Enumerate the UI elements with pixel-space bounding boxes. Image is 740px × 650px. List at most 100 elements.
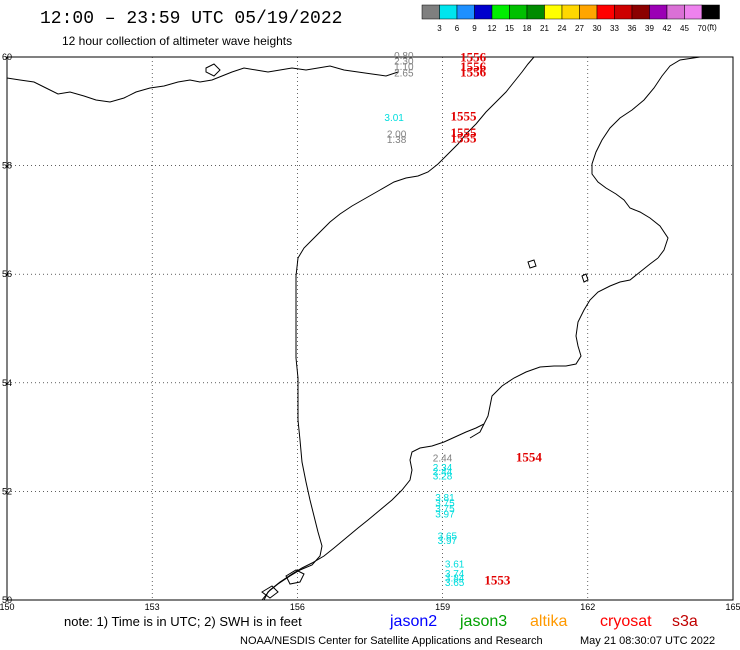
swh-value-label: 2.65 [394, 69, 414, 80]
longitude-tick-label: 159 [435, 602, 450, 612]
colorbar-tick-label: 39 [645, 24, 654, 33]
map-subtitle: 12 hour collection of altimeter wave hei… [62, 34, 292, 48]
island-kuril-2 [261, 585, 279, 599]
coastline-shelikhov-gulf [263, 56, 535, 601]
satellite-cryosat-label: cryosat [600, 613, 652, 630]
pass-time-label: 1555 [450, 109, 477, 124]
longitude-tick-label: 150 [0, 602, 15, 612]
colorbar-tick-label: 70 [698, 24, 707, 33]
latitude-tick-label: 56 [2, 269, 12, 279]
colorbar-swatch [561, 4, 580, 20]
island-north [205, 63, 221, 77]
pass-time-label: 1556 [460, 49, 487, 64]
colorbar-swatch [509, 4, 528, 20]
colorbar-tick-label: 18 [523, 24, 532, 33]
satellite-jason3-label: jason3 [459, 613, 507, 630]
swh-value-label: 3.61 [445, 559, 465, 570]
swh-value-label: 2.44 [433, 454, 453, 465]
colorbar-swatch [526, 4, 545, 20]
colorbar-swatch [544, 4, 563, 20]
satellite-jason2-label: jason2 [389, 613, 437, 630]
swh-value-label: 3.28 [433, 471, 453, 482]
satellite-legend: jason2 jason3 altika cryosat s3a [389, 613, 698, 630]
colorbar-swatch [596, 4, 615, 20]
colorbar-tick-label: 33 [610, 24, 619, 33]
colorbar-swatch [631, 4, 650, 20]
colorbar-tick-label: 21 [540, 24, 549, 33]
island-bay-2 [581, 273, 589, 283]
latitude-tick-label: 52 [2, 486, 12, 496]
island-bay-1 [527, 259, 537, 269]
footer-timestamp: May 21 08:30:07 UTC 2022 [580, 635, 715, 647]
swh-value-label: 3.74 [445, 569, 465, 580]
colorbar-tick-label: 12 [488, 24, 497, 33]
satellite-s3a-label: s3a [672, 613, 698, 630]
colorbar-swatch [491, 4, 510, 20]
swh-value-label: 1.10 [394, 62, 414, 73]
swh-value-label: 2.30 [394, 57, 414, 68]
coastline-koryak [591, 56, 701, 259]
swh-value-label: 2.44 [433, 467, 453, 478]
colorbar-swatch [614, 4, 633, 20]
longitude-tick-label: 165 [725, 602, 740, 612]
swh-value-label: 0.80 [394, 51, 414, 62]
colorbar-tick-label: 45 [680, 24, 689, 33]
colorbar-swatch [666, 4, 685, 20]
colorbar-swatch [456, 4, 475, 20]
colorbar-swatch [579, 4, 598, 20]
longitude-tick-label: 162 [580, 602, 595, 612]
pass-time-label: 1556 [460, 65, 487, 80]
swh-value-label: 1.38 [387, 135, 407, 146]
coastline-kamchatka-west [261, 257, 659, 601]
latitude-tick-label: 60 [2, 52, 12, 62]
colorbar-tick-label: 6 [455, 24, 460, 33]
colorbar-legend: 3 6 9 12 15 18 21 24 27 30 33 36 39 42 45 70 [421, 4, 720, 33]
colorbar-tick-label: 42 [663, 24, 672, 33]
longitude-tick-label: 153 [145, 602, 160, 612]
footer-credit: NOAA/NESDIS Center for Satellite Applica… [240, 635, 543, 647]
colorbar-swatch [701, 4, 720, 20]
satellite-altika-label: altika [530, 613, 567, 630]
pass-time-label: 1556 [460, 59, 487, 74]
colorbar-swatch [474, 4, 493, 20]
swh-value-label: 3.65 [445, 578, 465, 589]
swh-value-label: 3.84 [445, 574, 465, 585]
colorbar-tick-label: 3 [437, 24, 442, 33]
swh-value-label: 3.75 [435, 504, 455, 515]
colorbar-tick-label: 9 [472, 24, 477, 33]
colorbar-tick-label: 30 [593, 24, 602, 33]
colorbar-swatch [649, 4, 668, 20]
swh-value-label: 2.34 [433, 463, 453, 474]
island-kuril-1 [285, 569, 305, 585]
map-title: 12:00 – 23:59 UTC 05/19/2022 [40, 9, 342, 29]
colorbar-swatch [684, 4, 703, 20]
colorbar-swatch [439, 4, 458, 20]
colorbar-unit: (ft) [707, 23, 717, 32]
pass-time-label: 1555 [450, 125, 477, 140]
map-frame [6, 56, 734, 601]
colorbar-tick-label: 15 [505, 24, 514, 33]
swh-value-label: 3.65 [438, 532, 458, 543]
coastline-kamchatka-east [469, 423, 485, 439]
footer-note: note: 1) Time is in UTC; 2) SWH is in fe… [64, 614, 302, 629]
longitude-tick-label: 156 [290, 602, 305, 612]
colorbar-tick-label: 27 [575, 24, 584, 33]
swh-value-label: 3.01 [384, 113, 404, 124]
swh-value-label: 3.97 [435, 509, 455, 520]
colorbar-tick-label: 36 [628, 24, 637, 33]
pass-time-label: 1554 [516, 450, 543, 465]
latitude-tick-label: 50 [2, 595, 12, 605]
pass-time-label: 1553 [484, 572, 511, 587]
swh-value-label: 2.00 [387, 129, 407, 140]
latitude-tick-label: 58 [2, 161, 12, 171]
swh-value-label: 3.81 [435, 493, 455, 504]
latitude-tick-label: 54 [2, 378, 12, 388]
pass-time-label: 1555 [450, 130, 477, 145]
observation-labels: 0.802.301.102.65 3.01 2.001.38 2.442.342.44… [384, 51, 464, 589]
colorbar-tick-label: 24 [558, 24, 567, 33]
swh-value-label: 3.75 [435, 499, 455, 510]
colorbar-swatch [421, 4, 440, 20]
